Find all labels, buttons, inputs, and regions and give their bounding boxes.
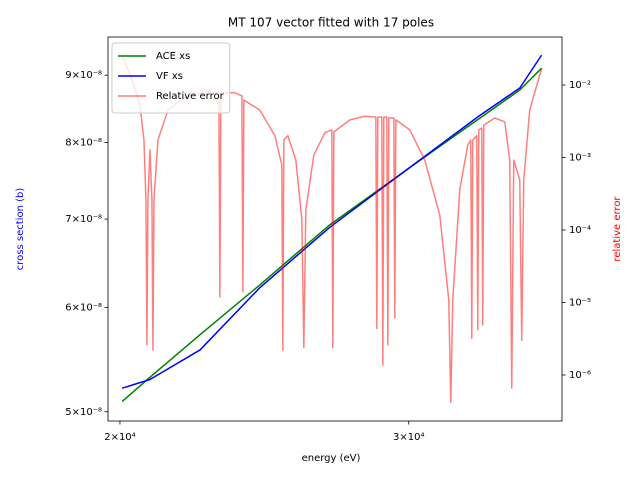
y2-axis-label: relative error <box>612 196 623 262</box>
legend-label: Relative error <box>156 91 225 102</box>
y2-tick-label: 10⁻⁶ <box>569 370 591 381</box>
y-axis-label: cross section (b) <box>15 188 26 271</box>
x-tick-label: 3×10⁴ <box>393 432 424 443</box>
y-tick-label: 5×10⁻⁸ <box>65 407 102 418</box>
legend-label: VF xs <box>156 71 183 82</box>
y2-tick-label: 10⁻² <box>569 80 591 91</box>
y2-tick-label: 10⁻⁴ <box>569 225 591 236</box>
series-line <box>121 54 543 389</box>
y-tick-label: 7×10⁻⁸ <box>65 214 102 225</box>
plot-frame <box>107 36 563 422</box>
legend: ACE xs VF xs Relative error <box>111 42 231 114</box>
chart-title: MT 107 vector fitted with 17 poles <box>228 16 434 30</box>
y-tick-label: 6×10⁻⁸ <box>65 302 102 313</box>
series-line <box>121 67 543 403</box>
x-tick-label: 2×10⁴ <box>104 432 135 443</box>
y2-tick-label: 10⁻⁵ <box>569 297 591 308</box>
legend-label: ACE xs <box>156 51 190 62</box>
y-tick-label: 9×10⁻⁸ <box>65 70 102 81</box>
y2-tick-label: 10⁻³ <box>569 152 591 163</box>
y-tick-label: 8×10⁻⁸ <box>65 138 102 149</box>
x-axis-label: energy (eV) <box>302 453 361 464</box>
